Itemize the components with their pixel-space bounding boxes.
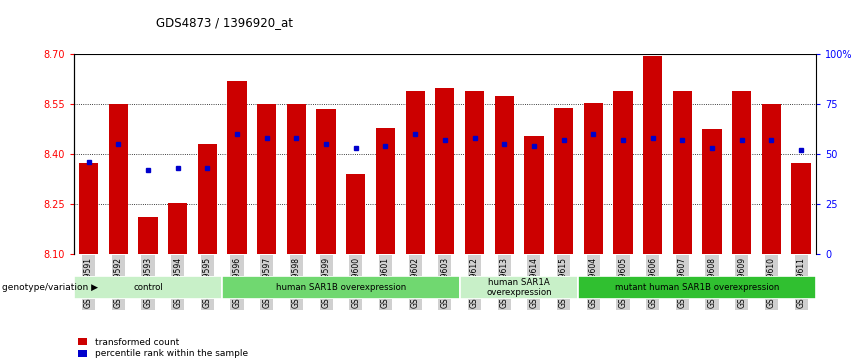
Bar — [792, 163, 811, 254]
Text: mutant human SAR1B overexpression: mutant human SAR1B overexpression — [615, 283, 779, 292]
Bar — [643, 56, 662, 254]
Bar — [138, 217, 158, 254]
Bar — [346, 174, 365, 254]
Bar — [702, 129, 721, 254]
Bar — [108, 104, 128, 254]
Bar — [495, 96, 514, 254]
Bar — [79, 163, 98, 254]
Bar — [227, 81, 247, 254]
Bar — [578, 276, 816, 299]
Text: genotype/variation ▶: genotype/variation ▶ — [2, 283, 98, 292]
Bar — [460, 276, 578, 299]
Bar — [673, 91, 692, 254]
Bar — [198, 144, 217, 254]
Text: GDS4873 / 1396920_at: GDS4873 / 1396920_at — [156, 16, 293, 29]
Bar — [376, 128, 395, 254]
Bar — [74, 276, 222, 299]
Legend: transformed count, percentile rank within the sample: transformed count, percentile rank withi… — [78, 338, 247, 359]
Bar — [168, 203, 187, 254]
Text: control: control — [133, 283, 163, 292]
Text: human SAR1A
overexpression: human SAR1A overexpression — [486, 278, 552, 297]
Bar — [435, 88, 455, 254]
Text: human SAR1B overexpression: human SAR1B overexpression — [276, 283, 406, 292]
Bar — [222, 276, 460, 299]
Bar — [524, 136, 543, 254]
Bar — [583, 103, 603, 254]
Bar — [317, 109, 336, 254]
Bar — [732, 91, 752, 254]
Bar — [286, 104, 306, 254]
Bar — [257, 104, 276, 254]
Bar — [405, 91, 424, 254]
Bar — [554, 108, 573, 254]
Bar — [465, 91, 484, 254]
Bar — [762, 104, 781, 254]
Bar — [614, 91, 633, 254]
